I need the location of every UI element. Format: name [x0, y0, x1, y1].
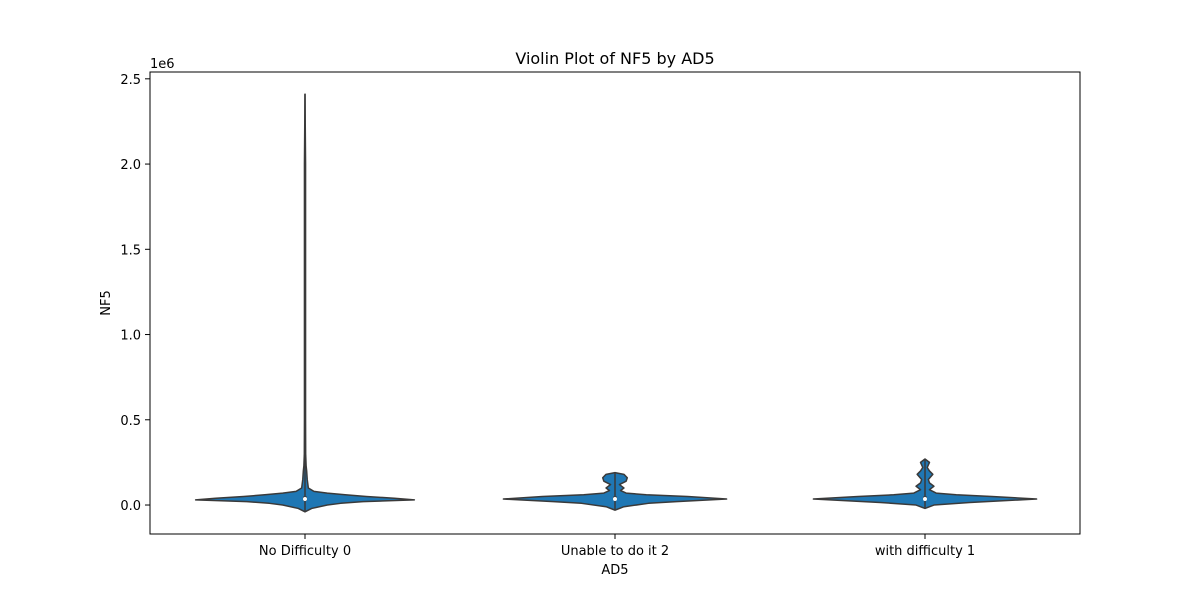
y-axis: 0.0 0.5 1.0 1.5 2.0 2.5	[120, 73, 150, 514]
y-tick-label: 2.5	[120, 73, 141, 88]
y-tick-label: 1.0	[120, 329, 141, 344]
x-axis-title: AD5	[601, 563, 628, 578]
violin-median	[923, 497, 927, 502]
x-axis: No Difficulty 0 Unable to do it 2 with dif…	[259, 534, 975, 559]
violin-median	[613, 497, 617, 502]
chart-title: Violin Plot of NF5 by AD5	[515, 49, 714, 68]
x-tick-label: with difficulty 1	[875, 544, 975, 559]
y-tick-label: 0.5	[120, 414, 141, 429]
x-tick-label: No Difficulty 0	[259, 544, 351, 559]
y-tick-label: 0.0	[120, 499, 141, 514]
violin-median	[303, 497, 307, 502]
violins-group	[194, 93, 1038, 513]
y-axis-title: NF5	[99, 290, 114, 315]
y-tick-label: 2.0	[120, 158, 141, 173]
plot-frame	[149, 71, 1081, 535]
x-tick-label: Unable to do it 2	[561, 544, 669, 559]
y-offset-label: 1e6	[150, 57, 175, 72]
y-tick-label: 1.5	[120, 243, 141, 258]
